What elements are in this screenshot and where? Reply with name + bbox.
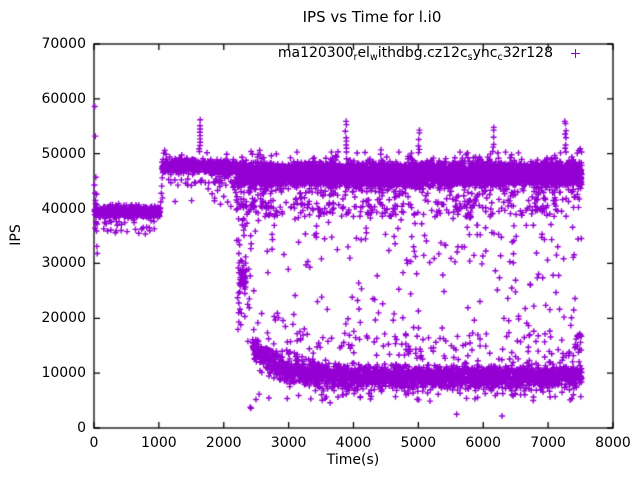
y-axis-label: IPS (8, 224, 24, 246)
x-tick-label: 2000 (205, 435, 242, 451)
legend: ma120300relwithdbg.cz12csyncc32r128 (278, 45, 580, 63)
x-tick-label: 4000 (335, 435, 372, 451)
y-tick-label: 40000 (41, 200, 86, 217)
x-tick-label: 1000 (141, 435, 177, 451)
y-tick-label: 50000 (41, 145, 86, 162)
y-tick-label: 60000 (41, 90, 86, 107)
x-tick-label: 8000 (595, 435, 631, 451)
chart-title: IPS vs Time for l.i0 (302, 8, 442, 26)
y-tick-label: 10000 (41, 365, 86, 382)
y-tick-label: 30000 (41, 255, 86, 272)
x-tick-label: 7000 (530, 435, 566, 451)
y-tick-label: 70000 (41, 36, 86, 52)
x-tick-label: 6000 (465, 435, 502, 451)
plus-marker-icon (571, 49, 580, 58)
y-tick-label: 0 (77, 420, 86, 436)
x-tick-label: 5000 (400, 435, 437, 451)
x-axis-label: Time(s) (326, 452, 380, 468)
x-tick-label: 3000 (270, 435, 307, 451)
legend-series-label: ma120300relwithdbg.cz12csyncc32r128 (277, 45, 553, 63)
y-tick-label: 20000 (41, 310, 86, 327)
x-tick-label: 0 (89, 435, 99, 451)
